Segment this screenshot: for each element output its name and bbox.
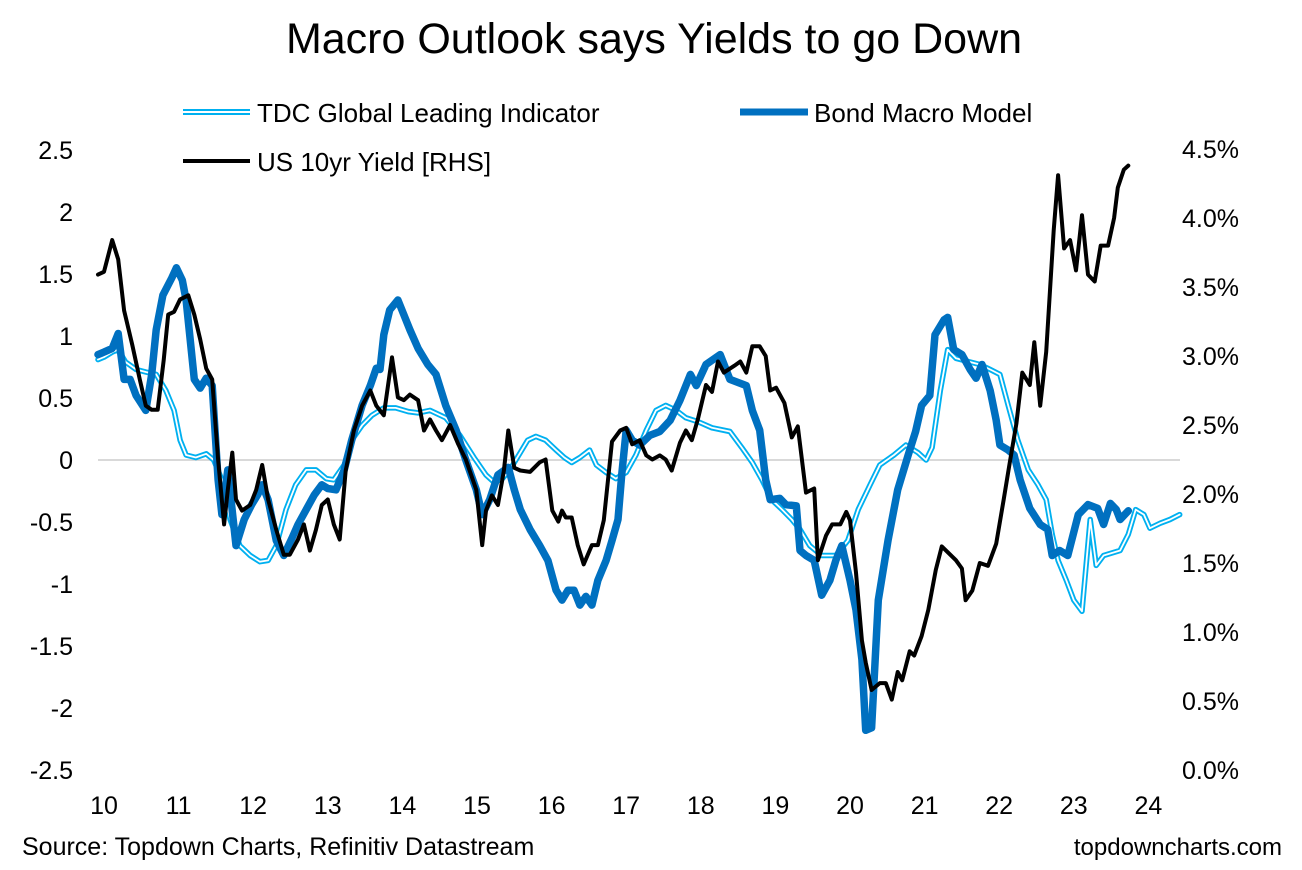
y-left-tick-label: 0 — [59, 447, 73, 475]
x-tick-label: 17 — [612, 792, 640, 820]
series-line-gli-inner — [97, 348, 1181, 613]
y-left-tick-label: -2 — [51, 695, 73, 723]
y-right-tick-label: 3.5% — [1182, 274, 1239, 302]
series-line-us-10yr-yield — [96, 163, 1131, 702]
y-right-tick-label: 1.5% — [1182, 550, 1239, 578]
x-tick-label: 11 — [166, 792, 192, 820]
x-tick-label: 13 — [314, 792, 342, 820]
legend-item-gli: TDC Global Leading Indicator — [183, 98, 600, 128]
y-left-tick-label: -0.5 — [30, 509, 73, 537]
y-right-tick-label: 2.0% — [1182, 481, 1239, 509]
series-line-bond-macro-model — [94, 264, 1133, 735]
legend-label-bond: Bond Macro Model — [814, 98, 1032, 128]
legend-item-yield: US 10yr Yield [RHS] — [183, 147, 491, 177]
y-left-tick-label: -1.5 — [30, 633, 73, 661]
y-right-tick-label: 0.5% — [1182, 688, 1239, 716]
x-tick-label: 10 — [90, 792, 118, 820]
x-tick-label: 21 — [911, 792, 939, 820]
x-tick-label: 18 — [687, 792, 715, 820]
source-note: Source: Topdown Charts, Refinitiv Datast… — [22, 833, 534, 861]
x-tick-label: 22 — [985, 792, 1013, 820]
y-left-tick-label: 2 — [59, 199, 73, 227]
x-tick-label: 24 — [1134, 792, 1162, 820]
x-tick-label: 14 — [388, 792, 416, 820]
x-tick-label: 20 — [836, 792, 864, 820]
legend-label-yield: US 10yr Yield [RHS] — [257, 147, 491, 177]
axes: 2.5 2 1.5 1 0.5 0 -0.5 -1 -1.5 -2 -2.5 4.5% 4.0% 3.5%… — [30, 136, 1239, 820]
x-tick-label: 23 — [1060, 792, 1088, 820]
x-tick-label: 15 — [463, 792, 491, 820]
y-left-tick-label: -1 — [51, 571, 73, 599]
y-right-tick-label: 4.0% — [1182, 205, 1239, 233]
x-tick-label: 12 — [239, 792, 267, 820]
plot-area — [94, 163, 1183, 735]
watermark: topdowncharts.com — [1074, 834, 1282, 861]
y-left-tick-label: 2.5 — [38, 137, 73, 165]
chart-title: Macro Outlook says Yields to go Down — [286, 15, 1022, 63]
y-right-tick-label: 3.0% — [1182, 343, 1239, 371]
legend: TDC Global Leading Indicator Bond Macro … — [183, 98, 1032, 177]
y-left-tick-label: 1 — [59, 323, 73, 351]
y-left-tick-label: 0.5 — [38, 385, 73, 413]
y-right-tick-label: 0.0% — [1182, 757, 1239, 785]
y-right-tick-label: 1.0% — [1182, 619, 1239, 647]
y-left-tick-label: -2.5 — [30, 757, 73, 785]
legend-label-gli: TDC Global Leading Indicator — [257, 98, 600, 128]
x-tick-label: 16 — [538, 792, 566, 820]
y-left-tick-label: 1.5 — [38, 261, 73, 289]
legend-item-bond: Bond Macro Model — [740, 98, 1032, 128]
y-right-tick-label: 2.5% — [1182, 412, 1239, 440]
x-tick-label: 19 — [761, 792, 789, 820]
y-right-tick-label: 4.5% — [1182, 136, 1239, 164]
